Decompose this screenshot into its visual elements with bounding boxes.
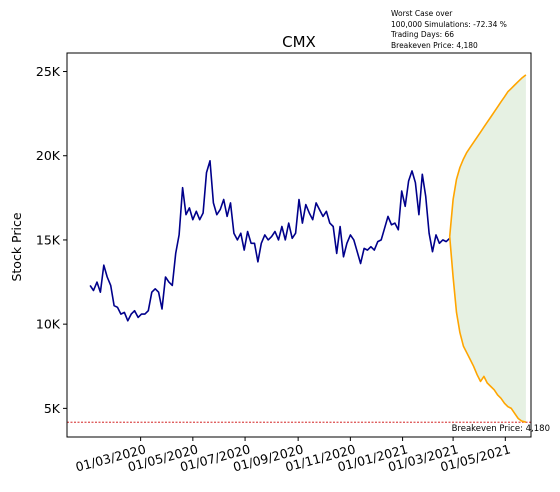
price-history-line	[89, 160, 451, 322]
y-axis: 5K 10K 15K 20K 25K	[36, 64, 67, 416]
annotation-line: 100,000 Simulations: -72.34 %	[391, 19, 507, 29]
annotation-line: Breakeven Price: 4,180	[391, 40, 478, 50]
y-tick-label: 15K	[36, 232, 61, 247]
upper-band-line	[448, 74, 527, 237]
breakeven-label: Breakeven Price: 4,180	[452, 424, 550, 434]
y-tick-label: 5K	[44, 401, 61, 416]
plot-frame	[66, 52, 532, 438]
simulation-band-fill	[449, 74, 526, 423]
annotation-line: Worst Case over	[391, 9, 453, 18]
chart-title: CMX	[282, 33, 316, 51]
y-tick-label: 25K	[36, 64, 61, 79]
y-axis-label: Stock Price	[9, 212, 24, 281]
y-tick-label: 10K	[36, 317, 61, 332]
lower-band-line	[448, 236, 527, 423]
simulation-fill-area	[449, 74, 526, 423]
annotation-line: Trading Days: 66	[391, 30, 455, 39]
series-lines	[89, 74, 527, 423]
worst-case-annotation: Worst Case over 100,000 Simulations: -72…	[391, 9, 507, 51]
y-tick-label: 20K	[36, 148, 61, 163]
x-axis: 01/03/202001/05/202001/07/202001/09/2020…	[74, 437, 512, 475]
